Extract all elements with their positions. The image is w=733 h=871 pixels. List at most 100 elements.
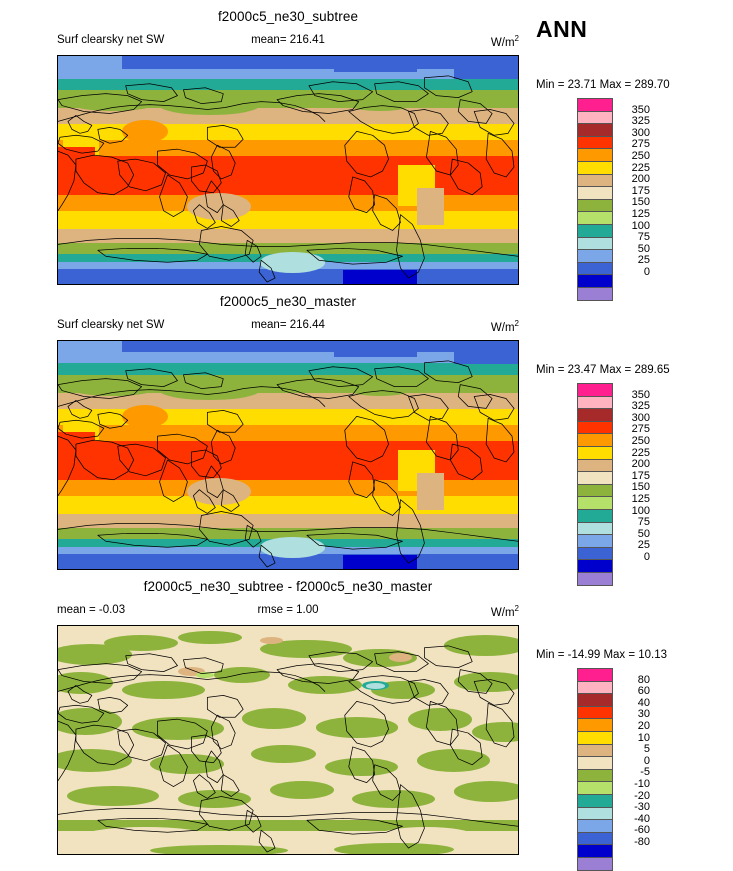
- colorbar-swatch: [578, 458, 612, 472]
- colorbar-tick-label: 10: [637, 731, 650, 744]
- colorbar-swatch: [578, 223, 612, 237]
- colorbar-tick-label: 225: [631, 446, 650, 459]
- panel-subheader: mean = -0.03 rmse = 1.00 W/m2: [57, 604, 519, 619]
- colorbar-tick-label: 100: [631, 219, 650, 232]
- map-plot-difference: [57, 625, 519, 855]
- colorbar-tick-label: 175: [631, 184, 650, 197]
- coastline-overlay: [58, 341, 518, 569]
- colorbar-swatch: [578, 705, 612, 719]
- colorbar-tick-label: 75: [637, 516, 650, 529]
- colorbar-swatch: [578, 445, 612, 459]
- colorbar-tick-label: 0: [643, 551, 650, 563]
- colorbar-tick-label: 325: [631, 115, 650, 128]
- colorbar-tick-label: -60: [634, 824, 650, 837]
- season-label: ANN: [536, 16, 588, 42]
- colorbar-tick-label: 150: [631, 196, 650, 209]
- units-label: W/m2: [490, 604, 519, 619]
- colorbar-tick-label: 125: [631, 208, 650, 220]
- colorbar-tick-label: 250: [631, 435, 650, 447]
- colorbar-tick-label: 60: [637, 685, 650, 698]
- colorbar-tick-label: 300: [631, 411, 650, 424]
- mean-label: mean= 216.44: [251, 319, 325, 331]
- colorbar-tick-label: 175: [631, 469, 650, 482]
- colorbar-tick-label: 0: [643, 266, 650, 278]
- colorbar-swatch: [578, 236, 612, 250]
- colorbar-swatch: [578, 730, 612, 744]
- colorbar-tick-label: -20: [634, 789, 650, 802]
- colorbar-swatch: [578, 471, 612, 484]
- colorbar-swatch: [578, 123, 612, 136]
- colorbar-swatch: [578, 546, 612, 560]
- colorbar-tick-label: 100: [631, 504, 650, 517]
- colorbar-swatch: [578, 99, 612, 111]
- colorbar[interactable]: [577, 98, 613, 301]
- variable-label: Surf clearsky net SW: [57, 319, 165, 331]
- colorbar-swatch: [578, 768, 612, 782]
- colorbar[interactable]: [577, 668, 613, 871]
- minmax-label: Min = 23.47 Max = 289.65: [536, 364, 670, 376]
- colorbar-tick-label: 300: [631, 126, 650, 139]
- panel-title: f2000c5_ne30_master: [219, 294, 357, 309]
- coastline-overlay: [58, 626, 518, 854]
- colorbar-tick-label: -10: [634, 778, 650, 790]
- colorbar-swatch: [578, 384, 612, 396]
- minmax-label: Min = 23.71 Max = 289.70: [536, 79, 670, 91]
- colorbar-swatch: [578, 198, 612, 212]
- colorbar-tick-label: -80: [634, 836, 650, 848]
- colorbar-tick-label: 125: [631, 493, 650, 505]
- colorbar-swatch: [578, 718, 612, 731]
- minmax-label: Min = -14.99 Max = 10.13: [536, 649, 668, 661]
- colorbar-swatch: [578, 286, 612, 300]
- colorbar-tick-label: -5: [640, 766, 650, 779]
- colorbar-tick-label: -30: [634, 801, 650, 814]
- colorbar-tick-label: 30: [637, 708, 650, 721]
- map-plot-master: [57, 340, 519, 570]
- colorbar-swatch: [578, 186, 612, 199]
- colorbar-swatch: [578, 160, 612, 174]
- colorbar-tick-label: 350: [631, 103, 650, 116]
- panel-subheader: Surf clearsky net SW mean= 216.44 W/m2: [57, 319, 519, 334]
- colorbar-swatch: [578, 806, 612, 820]
- colorbar-swatch: [578, 844, 612, 857]
- colorbar-swatch: [578, 135, 612, 149]
- colorbar-tick-label: 325: [631, 400, 650, 413]
- rmse-label: rmse = 1.00: [257, 604, 319, 616]
- colorbar-swatch: [578, 395, 612, 409]
- colorbar-swatch: [578, 148, 612, 161]
- colorbar-swatch: [578, 819, 612, 832]
- colorbar-swatch: [578, 743, 612, 757]
- colorbar-swatch: [578, 110, 612, 124]
- units-label: W/m2: [490, 319, 519, 334]
- colorbar-swatch: [578, 534, 612, 547]
- colorbar-tick-label: 80: [637, 673, 650, 686]
- panel-subheader: Surf clearsky net SW mean= 216.41 W/m2: [57, 34, 519, 49]
- colorbar-swatch: [578, 274, 612, 287]
- colorbar-tick-label: 200: [631, 173, 650, 186]
- colorbar[interactable]: [577, 383, 613, 586]
- contour-bands: [58, 56, 518, 284]
- colorbar-tick-label: 250: [631, 150, 650, 162]
- colorbar-tick-label: 0: [643, 754, 650, 767]
- colorbar-swatch: [578, 669, 612, 681]
- colorbar-swatch: [578, 856, 612, 870]
- contour-bands: [58, 341, 518, 569]
- mean-label: mean = -0.03: [57, 604, 126, 616]
- colorbar-tick-label: 50: [637, 527, 650, 540]
- colorbar-swatch: [578, 249, 612, 262]
- colorbar-tick-label: 200: [631, 458, 650, 471]
- colorbar-swatch: [578, 680, 612, 694]
- colorbar-tick-label: 40: [637, 696, 650, 709]
- colorbar-swatch: [578, 508, 612, 522]
- colorbar-tick-label: -40: [634, 812, 650, 825]
- colorbar-swatch: [578, 433, 612, 446]
- panel-title: f2000c5_ne30_subtree - f2000c5_ne30_mast…: [143, 579, 433, 594]
- colorbar-tick-label: 20: [637, 720, 650, 732]
- colorbar-swatch: [578, 496, 612, 509]
- colorbar-swatch: [578, 483, 612, 497]
- colorbar-tick-label: 275: [631, 138, 650, 151]
- panel-title: f2000c5_ne30_subtree: [217, 9, 359, 24]
- colorbar-tick-label: 225: [631, 161, 650, 174]
- coastline-overlay: [58, 56, 518, 284]
- colorbar-swatch: [578, 693, 612, 706]
- colorbar-swatch: [578, 211, 612, 224]
